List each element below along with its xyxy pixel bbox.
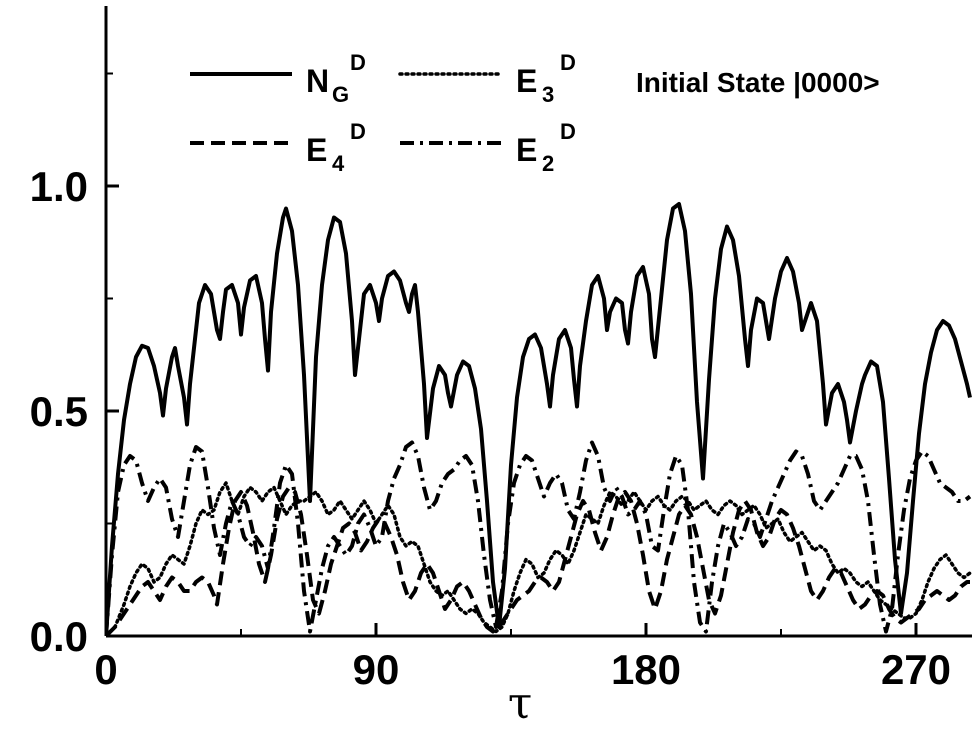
y-tick-label: 0.0	[30, 613, 88, 660]
legend-label: E	[516, 132, 537, 168]
series-layer	[106, 202, 972, 636]
x-tick-label: 0	[94, 646, 117, 693]
legend-superscript: D	[350, 119, 366, 144]
y-tick-label: 0.5	[30, 388, 88, 435]
y-tick-label: 1.0	[30, 163, 88, 210]
legend-label: E	[306, 132, 327, 168]
x-axis-title: τ	[508, 678, 532, 729]
legend-superscript: D	[560, 119, 576, 144]
legend: N GDE 3DE 4DE 2D	[190, 50, 576, 176]
legend-label: E	[516, 63, 537, 99]
legend-subscript: G	[332, 82, 349, 107]
series-line-e2	[106, 440, 972, 636]
x-tick-label: 90	[353, 646, 400, 693]
legend-superscript: D	[560, 50, 576, 75]
series-line-e3	[106, 481, 972, 636]
legend-subscript: 3	[542, 82, 554, 107]
legend-superscript: D	[350, 50, 366, 75]
legend-subscript: 2	[542, 151, 554, 176]
legend-label: N	[306, 63, 329, 99]
initial-state-annotation: Initial State |0000>	[636, 67, 880, 98]
ticks-layer: 0 90 180 270 0.0 0.5 1.0	[30, 72, 951, 693]
axes	[104, 6, 972, 638]
legend-subscript: 4	[332, 151, 345, 176]
x-tick-label: 180	[611, 646, 681, 693]
x-tick-label: 270	[881, 646, 951, 693]
series-line-ng	[106, 202, 972, 636]
series-line-e4	[106, 485, 970, 636]
